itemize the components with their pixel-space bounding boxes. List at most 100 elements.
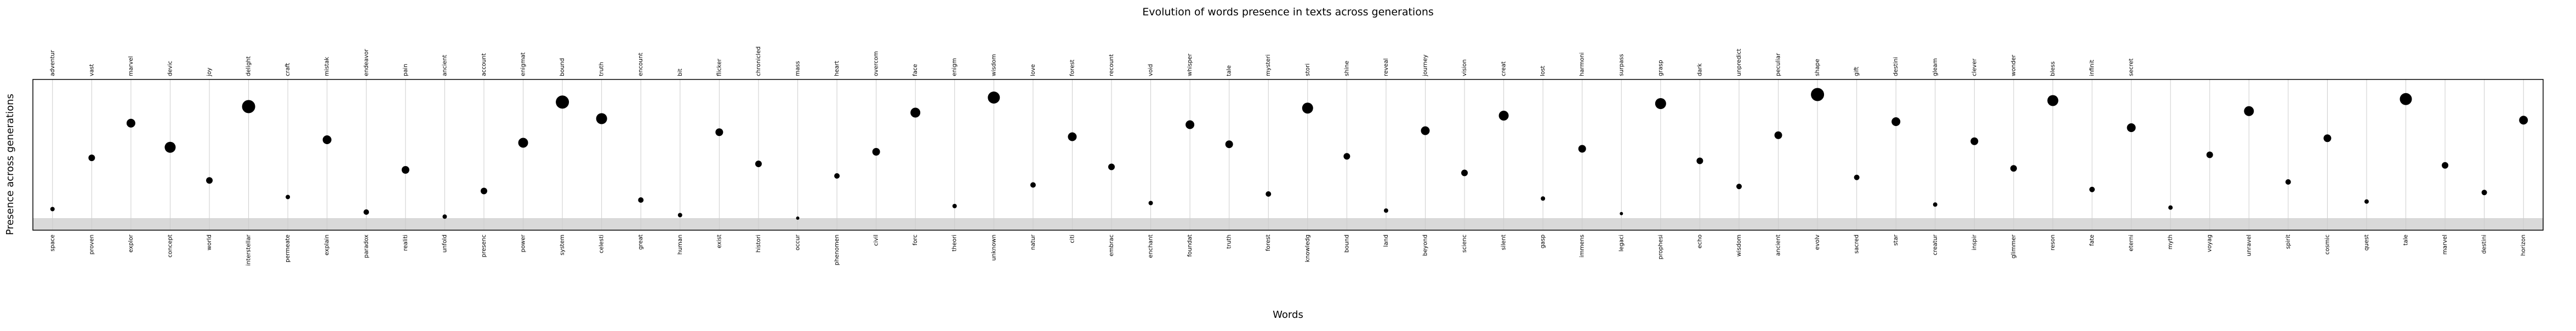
x-tick-label-bottom: beyond xyxy=(1422,235,1428,256)
data-point xyxy=(1696,157,1703,164)
x-tick-label-bottom: horizon xyxy=(2520,235,2527,256)
x-tick-label-top: marvel xyxy=(128,56,134,76)
x-tick-label-top: creat xyxy=(1501,61,1507,76)
x-tick-label-bottom: civil xyxy=(873,235,880,246)
data-point xyxy=(480,187,487,195)
x-tick-label-top: forest xyxy=(1069,60,1075,76)
x-tick-label-bottom: human xyxy=(677,235,683,255)
x-tick-label-bottom: creatur xyxy=(1932,234,1939,255)
data-point xyxy=(910,107,921,118)
x-tick-label-top: peculiar xyxy=(1775,53,1782,76)
x-tick-label-bottom: foundat xyxy=(1187,235,1193,257)
data-point xyxy=(2400,93,2412,105)
x-tick-label-top: surpass xyxy=(1618,54,1625,76)
x-tick-label-bottom: echo xyxy=(1696,235,1703,248)
x-tick-label-bottom: scienc xyxy=(1461,235,1468,253)
data-point xyxy=(988,92,1000,104)
data-point xyxy=(677,213,682,218)
x-tick-label-top: pain xyxy=(402,64,409,76)
data-point xyxy=(2206,151,2213,158)
x-tick-label-bottom: concept xyxy=(167,235,173,258)
data-point xyxy=(164,141,176,153)
x-tick-label-bottom: fate xyxy=(2089,235,2095,246)
x-tick-label-bottom: spirit xyxy=(2285,235,2292,249)
data-point xyxy=(442,214,447,219)
x-tick-label-bottom: glimmer xyxy=(2010,234,2017,258)
x-tick-label-bottom: wisdom xyxy=(1736,235,1742,256)
data-point xyxy=(2244,106,2254,116)
x-tick-label-bottom: occur xyxy=(794,234,801,250)
data-point xyxy=(1186,120,1195,129)
x-tick-label-top: whisper xyxy=(1187,53,1193,76)
data-point xyxy=(2519,116,2528,125)
x-tick-label-bottom: silent xyxy=(1501,235,1507,250)
x-tick-label-top: infinit xyxy=(2089,60,2095,76)
x-tick-label-top: bless xyxy=(2049,61,2056,76)
x-tick-label-top: vision xyxy=(1461,59,1468,76)
x-tick-label-top: reveal xyxy=(1383,58,1389,76)
data-point xyxy=(638,197,644,203)
x-tick-label-top: clever xyxy=(1971,58,1977,76)
data-point xyxy=(1811,88,1825,101)
data-point xyxy=(1498,111,1509,121)
data-point xyxy=(1225,140,1233,149)
data-point xyxy=(1541,196,1546,201)
data-point xyxy=(401,166,409,174)
x-tick-label-bottom: forest xyxy=(1265,235,1272,251)
x-tick-label-top: truth xyxy=(599,62,605,76)
data-point xyxy=(1578,145,1586,153)
x-tick-label-top: ancient xyxy=(441,55,448,76)
data-point xyxy=(755,161,762,167)
x-tick-label-bottom: permeate xyxy=(284,235,291,262)
x-tick-label-top: secret xyxy=(2128,59,2135,76)
x-tick-label-bottom: sacred xyxy=(1854,235,1860,254)
x-tick-label-top: enigmat xyxy=(520,53,527,76)
baseline-band xyxy=(33,218,2543,230)
x-tick-label-bottom: unravel xyxy=(2246,235,2252,256)
x-tick-label-bottom: knowledg xyxy=(1304,235,1311,262)
x-axis-label: Words xyxy=(1273,309,1303,321)
x-tick-label-bottom: immens xyxy=(1579,235,1586,258)
x-tick-label-bottom: world xyxy=(206,235,213,250)
x-tick-label-top: destini xyxy=(1893,57,1899,76)
data-point xyxy=(2047,95,2059,106)
x-tick-label-top: adventur xyxy=(49,50,56,76)
data-point xyxy=(1383,208,1388,213)
x-tick-label-bottom: bound xyxy=(1343,235,1350,253)
data-point xyxy=(286,195,290,199)
data-point xyxy=(2285,179,2291,185)
x-tick-label-top: vast xyxy=(88,64,95,76)
x-tick-label-bottom: realiti xyxy=(402,235,409,251)
data-point xyxy=(1068,132,1077,141)
x-tick-label-bottom: ancient xyxy=(1775,235,1782,256)
x-tick-label-bottom: quest xyxy=(2363,235,2370,250)
x-tick-label-bottom: reson xyxy=(2049,235,2056,250)
x-tick-label-bottom: interstellar xyxy=(246,234,252,266)
data-point xyxy=(2442,162,2449,169)
x-tick-label-top: journey xyxy=(1422,55,1428,77)
x-tick-label-bottom: prophesi xyxy=(1657,235,1664,259)
x-tick-label-top: void xyxy=(1148,64,1154,76)
data-point xyxy=(1774,131,1782,139)
x-tick-label-top: recount xyxy=(1108,54,1115,76)
data-point xyxy=(1933,202,1937,207)
x-tick-label-bottom: space xyxy=(49,235,56,252)
data-point xyxy=(2168,205,2173,210)
x-tick-label-bottom: land xyxy=(1383,235,1389,247)
data-point xyxy=(1148,201,1153,206)
x-tick-label-bottom: phenomen xyxy=(834,235,840,265)
x-tick-label-bottom: truth xyxy=(1226,235,1233,249)
data-point xyxy=(715,128,723,136)
data-point xyxy=(1461,169,1468,176)
x-tick-label-bottom: marvel xyxy=(2442,235,2448,255)
data-point xyxy=(1891,117,1901,126)
data-point xyxy=(952,204,957,208)
x-tick-label-top: bit xyxy=(677,69,683,76)
x-tick-label-top: overcom xyxy=(873,51,880,76)
x-tick-label-bottom: tale xyxy=(2403,235,2409,246)
x-tick-label-bottom: star xyxy=(1893,234,1899,246)
data-point xyxy=(1620,212,1623,215)
data-point xyxy=(556,95,569,109)
